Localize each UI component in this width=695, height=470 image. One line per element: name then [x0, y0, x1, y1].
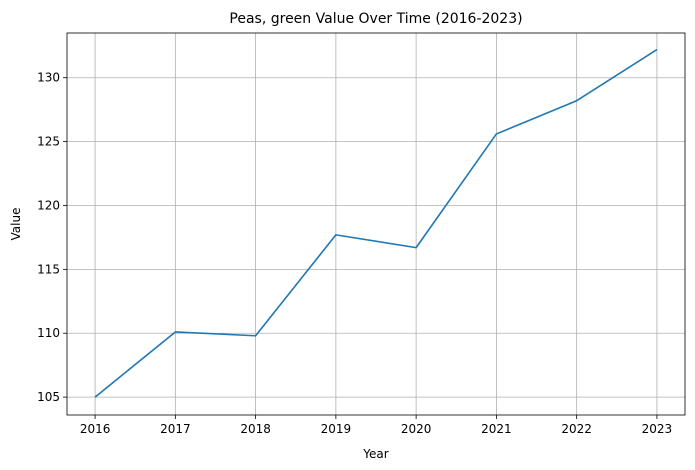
y-tick-label: 130: [37, 71, 60, 85]
tick-layer: 2016 2017 2018 2019 2020 2021 2022 2023 105 110 11…: [37, 71, 672, 436]
x-tick-label: 2019: [321, 422, 352, 436]
x-axis-title: Year: [362, 447, 388, 461]
chart-title: Peas, green Value Over Time (2016-2023): [229, 11, 522, 27]
x-tick-label: 2017: [160, 422, 191, 436]
y-tick-label: 120: [37, 198, 60, 212]
x-tick-label: 2016: [80, 422, 111, 436]
plot-frame: [66, 32, 686, 416]
x-tick-label: 2020: [401, 422, 432, 436]
grid-layer: [67, 33, 685, 415]
x-tick-label: 2023: [642, 422, 673, 436]
y-tick-label: 125: [37, 135, 60, 149]
y-tick-label: 110: [37, 326, 60, 340]
series-line: [94, 48, 658, 398]
series-layer: [94, 48, 658, 398]
x-tick-label: 2022: [561, 422, 592, 436]
y-tick-label: 115: [37, 262, 60, 276]
x-tick-label: 2018: [240, 422, 271, 436]
y-axis-title: Value: [9, 208, 23, 241]
y-tick-label: 105: [37, 390, 60, 404]
x-tick-label: 2021: [481, 422, 512, 436]
